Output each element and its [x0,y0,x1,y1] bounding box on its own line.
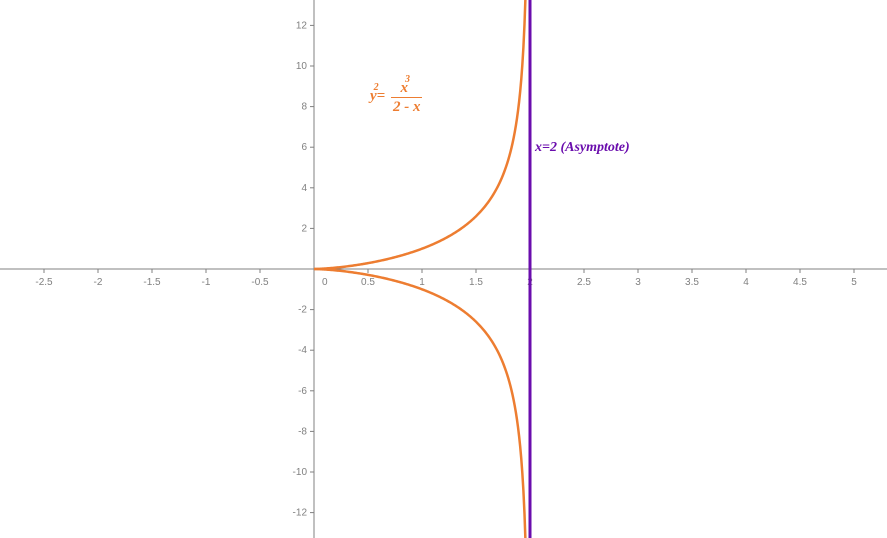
y-tick-label: -2 [298,305,307,316]
eq-y-exp: 2 [374,82,379,93]
curve-upper [314,0,528,269]
x-tick-label: -1.5 [143,277,161,288]
y-tick-label: -12 [293,508,308,519]
y-tick-label: 6 [301,142,307,153]
y-tick-label: 4 [301,183,307,194]
x-tick-label: -1 [202,277,211,288]
x-tick-label: 3.5 [685,277,699,288]
x-tick-label: -2.5 [35,277,53,288]
x-tick-label: 3 [635,277,641,288]
y-tick-label: -6 [298,386,307,397]
y-tick-label: -8 [298,426,307,437]
y-tick-label: 2 [301,223,307,234]
equation-label: y2= x3 2 - x [370,78,422,116]
y-tick-label: 10 [296,61,308,72]
y-tick-label: 8 [301,102,307,113]
y-tick-label: -10 [293,467,308,478]
x-tick-label: 0.5 [361,277,375,288]
plot-svg: -2.5 -2 -1.5 -1 -0.5 0 0.5 1 1.5 2 2.5 3 3.5 4 4.5 5 -12… [0,0,887,538]
eq-den: 2 - x [391,98,423,116]
x-tick-label: 4 [743,277,749,288]
x-tick-label: 4.5 [793,277,807,288]
chart-area: -2.5 -2 -1.5 -1 -0.5 0 0.5 1 1.5 2 2.5 3 3.5 4 4.5 5 -12… [0,0,887,538]
y-tick-label: -4 [298,345,307,356]
x-tick-label: 0 [322,277,328,288]
curve-lower [314,269,528,538]
x-tick-label: 2.5 [577,277,591,288]
x-tick-label: 1.5 [469,277,483,288]
x-tick-label: -2 [94,277,103,288]
x-tick-label: 1 [419,277,425,288]
x-tick-label: 5 [851,277,857,288]
eq-num-exp: 3 [405,74,410,85]
asymptote-label: x=2 (Asymptote) [535,140,630,156]
y-tick-label: 12 [296,20,308,31]
x-tick-label: -0.5 [251,277,269,288]
